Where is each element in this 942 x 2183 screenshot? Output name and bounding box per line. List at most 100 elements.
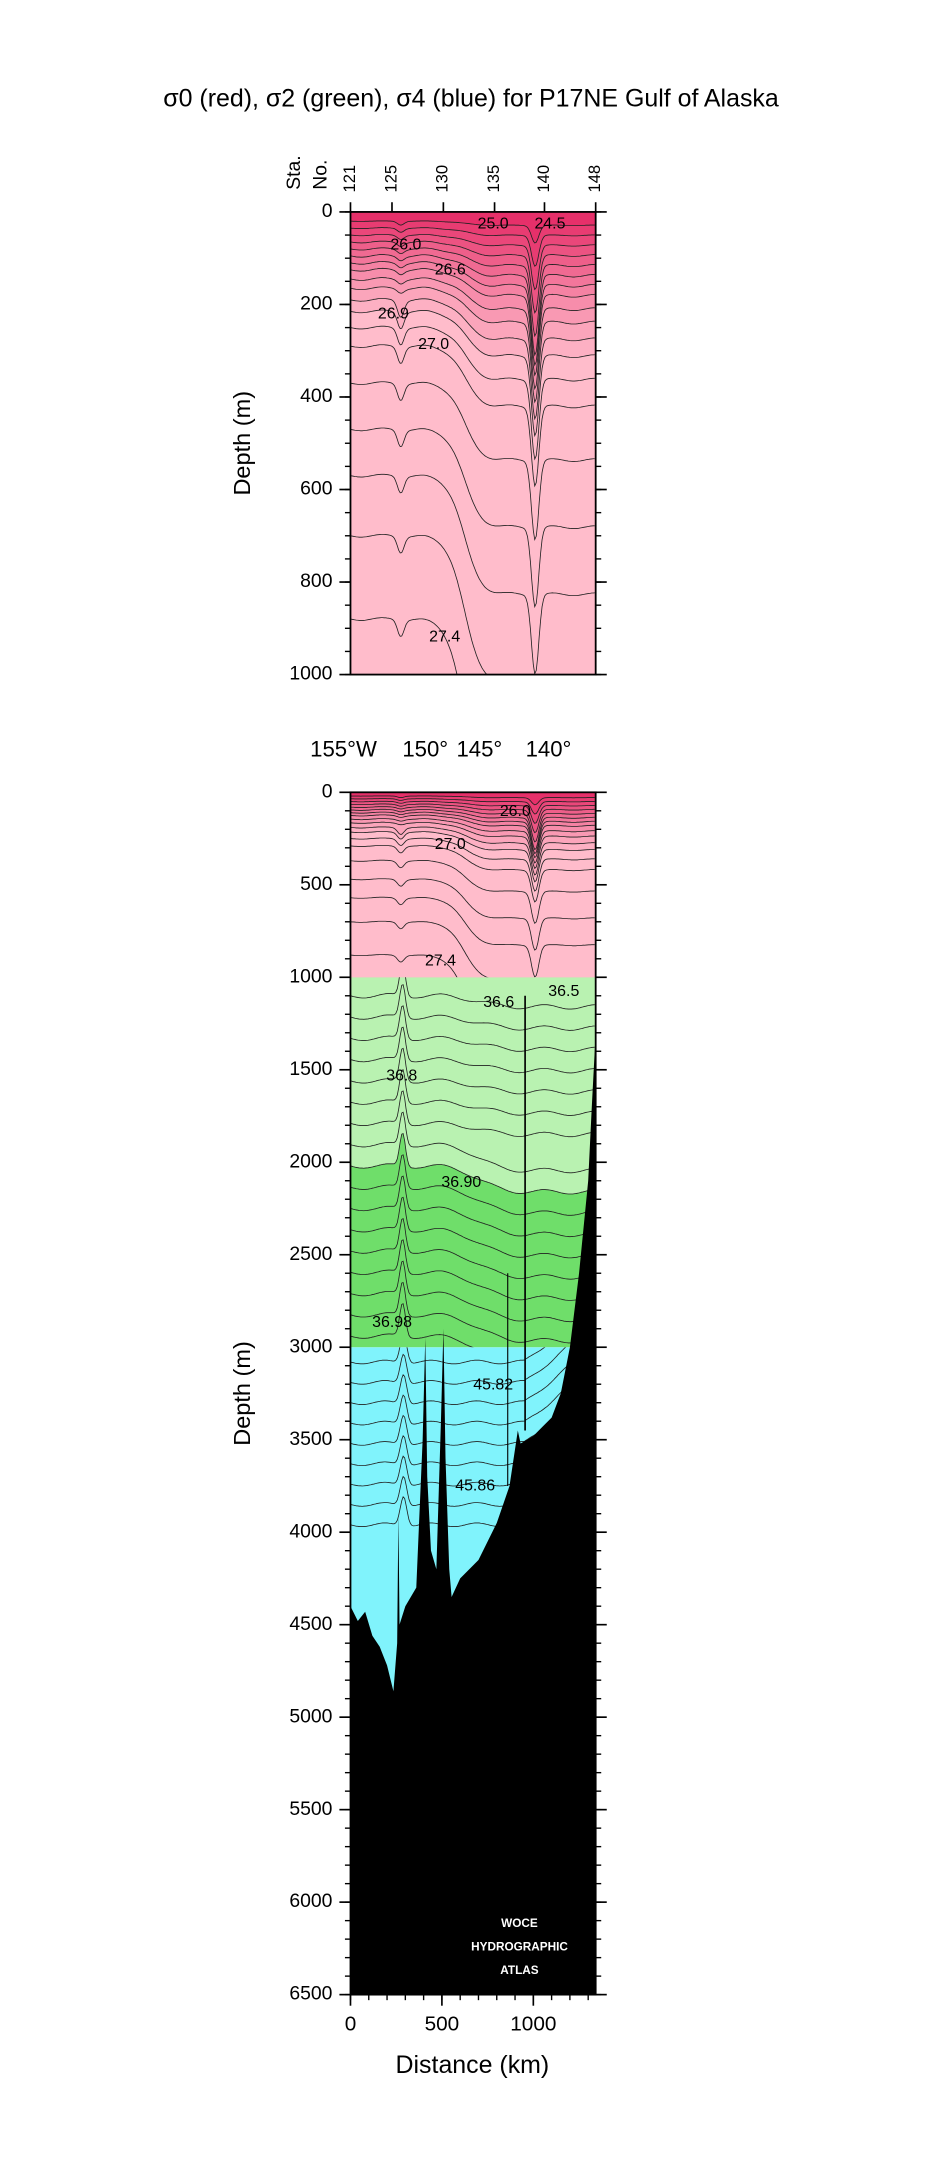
contour-label: 26.0 xyxy=(390,236,421,253)
contour-line xyxy=(350,533,488,675)
contour-line xyxy=(350,260,595,367)
contour-line xyxy=(350,798,595,815)
contour-line xyxy=(350,233,595,291)
contour-line xyxy=(350,240,595,314)
contour-line xyxy=(350,800,595,824)
contour-line xyxy=(350,795,595,806)
longitude-label: 145° xyxy=(456,737,502,762)
contour-line xyxy=(350,1281,595,1344)
contour-label: 36.5 xyxy=(548,983,579,1000)
y-tick-label: 6000 xyxy=(289,1890,332,1912)
contour-line xyxy=(350,803,595,834)
contour-line xyxy=(350,473,595,675)
logo-text: WOCE xyxy=(501,1917,538,1930)
contour-label: 24.5 xyxy=(534,216,565,233)
logo-text: ATLAS xyxy=(500,1964,538,1977)
contour-line xyxy=(350,806,595,843)
y-tick-label: 400 xyxy=(300,385,333,407)
contour-line xyxy=(350,1047,595,1095)
y-tick-label: 3000 xyxy=(289,1335,332,1357)
contour-label: 36.6 xyxy=(483,994,514,1011)
longitude-label: 140° xyxy=(526,737,572,762)
longitude-label: 150° xyxy=(402,737,448,762)
contour-label: 26.9 xyxy=(378,306,409,323)
y-tick-label: 3500 xyxy=(289,1428,332,1450)
chart-title: σ0 (red), σ2 (green), σ4 (blue) for P17N… xyxy=(163,84,779,112)
contour-line xyxy=(350,1218,595,1280)
contour-line xyxy=(350,1154,595,1216)
contour-label: 36.8 xyxy=(386,1067,417,1084)
y-tick-label: 4500 xyxy=(289,1613,332,1635)
plots: 0 200 400 600 800 1000 Depth (m) 121 125 130 135 14… xyxy=(229,155,607,2079)
contour-label: 27.0 xyxy=(435,836,466,853)
contour-group xyxy=(350,977,596,1348)
contour-line xyxy=(350,220,595,244)
y-tick-label: 0 xyxy=(322,200,333,222)
station-axis-label: Sta. xyxy=(283,155,305,189)
y-tick-label: 200 xyxy=(300,293,333,315)
contour-label: 26.6 xyxy=(435,261,466,278)
field xyxy=(350,1133,596,1348)
y-tick-label: 1000 xyxy=(289,663,332,685)
contour-line xyxy=(350,286,595,404)
contour-line xyxy=(350,277,595,391)
y-tick-label: 2500 xyxy=(289,1243,332,1265)
contour-line xyxy=(350,1367,595,1426)
contour-line xyxy=(350,1347,546,1365)
contour-line xyxy=(350,227,595,267)
contour-label: 25.0 xyxy=(478,216,509,233)
contour-line xyxy=(350,818,595,864)
contour-line xyxy=(350,1196,595,1259)
contour-line xyxy=(350,1175,595,1238)
contour-line xyxy=(350,826,595,876)
contour-line xyxy=(350,1005,595,1053)
y-axis-label: Depth (m) xyxy=(229,1341,255,1446)
y-tick-label: 1000 xyxy=(289,965,332,987)
contour-line xyxy=(350,254,595,357)
contour-line xyxy=(350,1347,595,1405)
contour-line xyxy=(350,984,595,1031)
station-label: 140 xyxy=(534,165,553,193)
contour-line xyxy=(350,814,595,859)
station-label: 125 xyxy=(381,165,400,193)
x-axis-label: Distance (km) xyxy=(396,2051,550,2079)
contour-label: 27.4 xyxy=(429,628,460,645)
plot-frame xyxy=(349,791,597,1996)
y-tick-label: 6500 xyxy=(289,1983,332,2005)
x-tick-label: 0 xyxy=(345,2013,357,2036)
x-tick-label: 1000 xyxy=(510,2013,556,2036)
y-tick-label: 5000 xyxy=(289,1705,332,1727)
contour-line xyxy=(350,878,595,951)
y-tick-label: 500 xyxy=(300,873,333,895)
y-tick-label: 5500 xyxy=(289,1798,332,1820)
contour-line xyxy=(350,811,595,855)
contour-line xyxy=(350,837,595,892)
y-tick-label: 0 xyxy=(322,780,333,802)
y-axis-label: Depth (m) xyxy=(229,391,255,496)
contour-line xyxy=(350,247,595,338)
contour-line xyxy=(350,1090,595,1138)
contour-label: 26.0 xyxy=(500,803,531,820)
contour-line xyxy=(350,831,595,883)
contour-label: 36.98 xyxy=(372,1314,412,1331)
contour-line xyxy=(350,1133,595,1195)
contour-line xyxy=(350,1026,595,1074)
contour-line xyxy=(350,859,595,925)
contour-line xyxy=(350,617,458,675)
contour-group xyxy=(350,211,596,675)
contour-line xyxy=(350,1260,595,1323)
bathymetry xyxy=(350,1032,596,1995)
logo-text: HYDROGRAPHIC xyxy=(471,1941,568,1954)
contour-line xyxy=(350,381,595,541)
y-tick-label: 600 xyxy=(300,478,333,500)
longitude-label: 155°W xyxy=(310,737,377,762)
x-tick-label: 500 xyxy=(425,2013,460,2036)
station-axis-label: No. xyxy=(310,160,332,190)
field xyxy=(350,617,458,675)
station-label: 135 xyxy=(484,165,503,193)
contour-line xyxy=(350,896,595,978)
field xyxy=(350,954,457,978)
contour-line xyxy=(350,821,595,870)
